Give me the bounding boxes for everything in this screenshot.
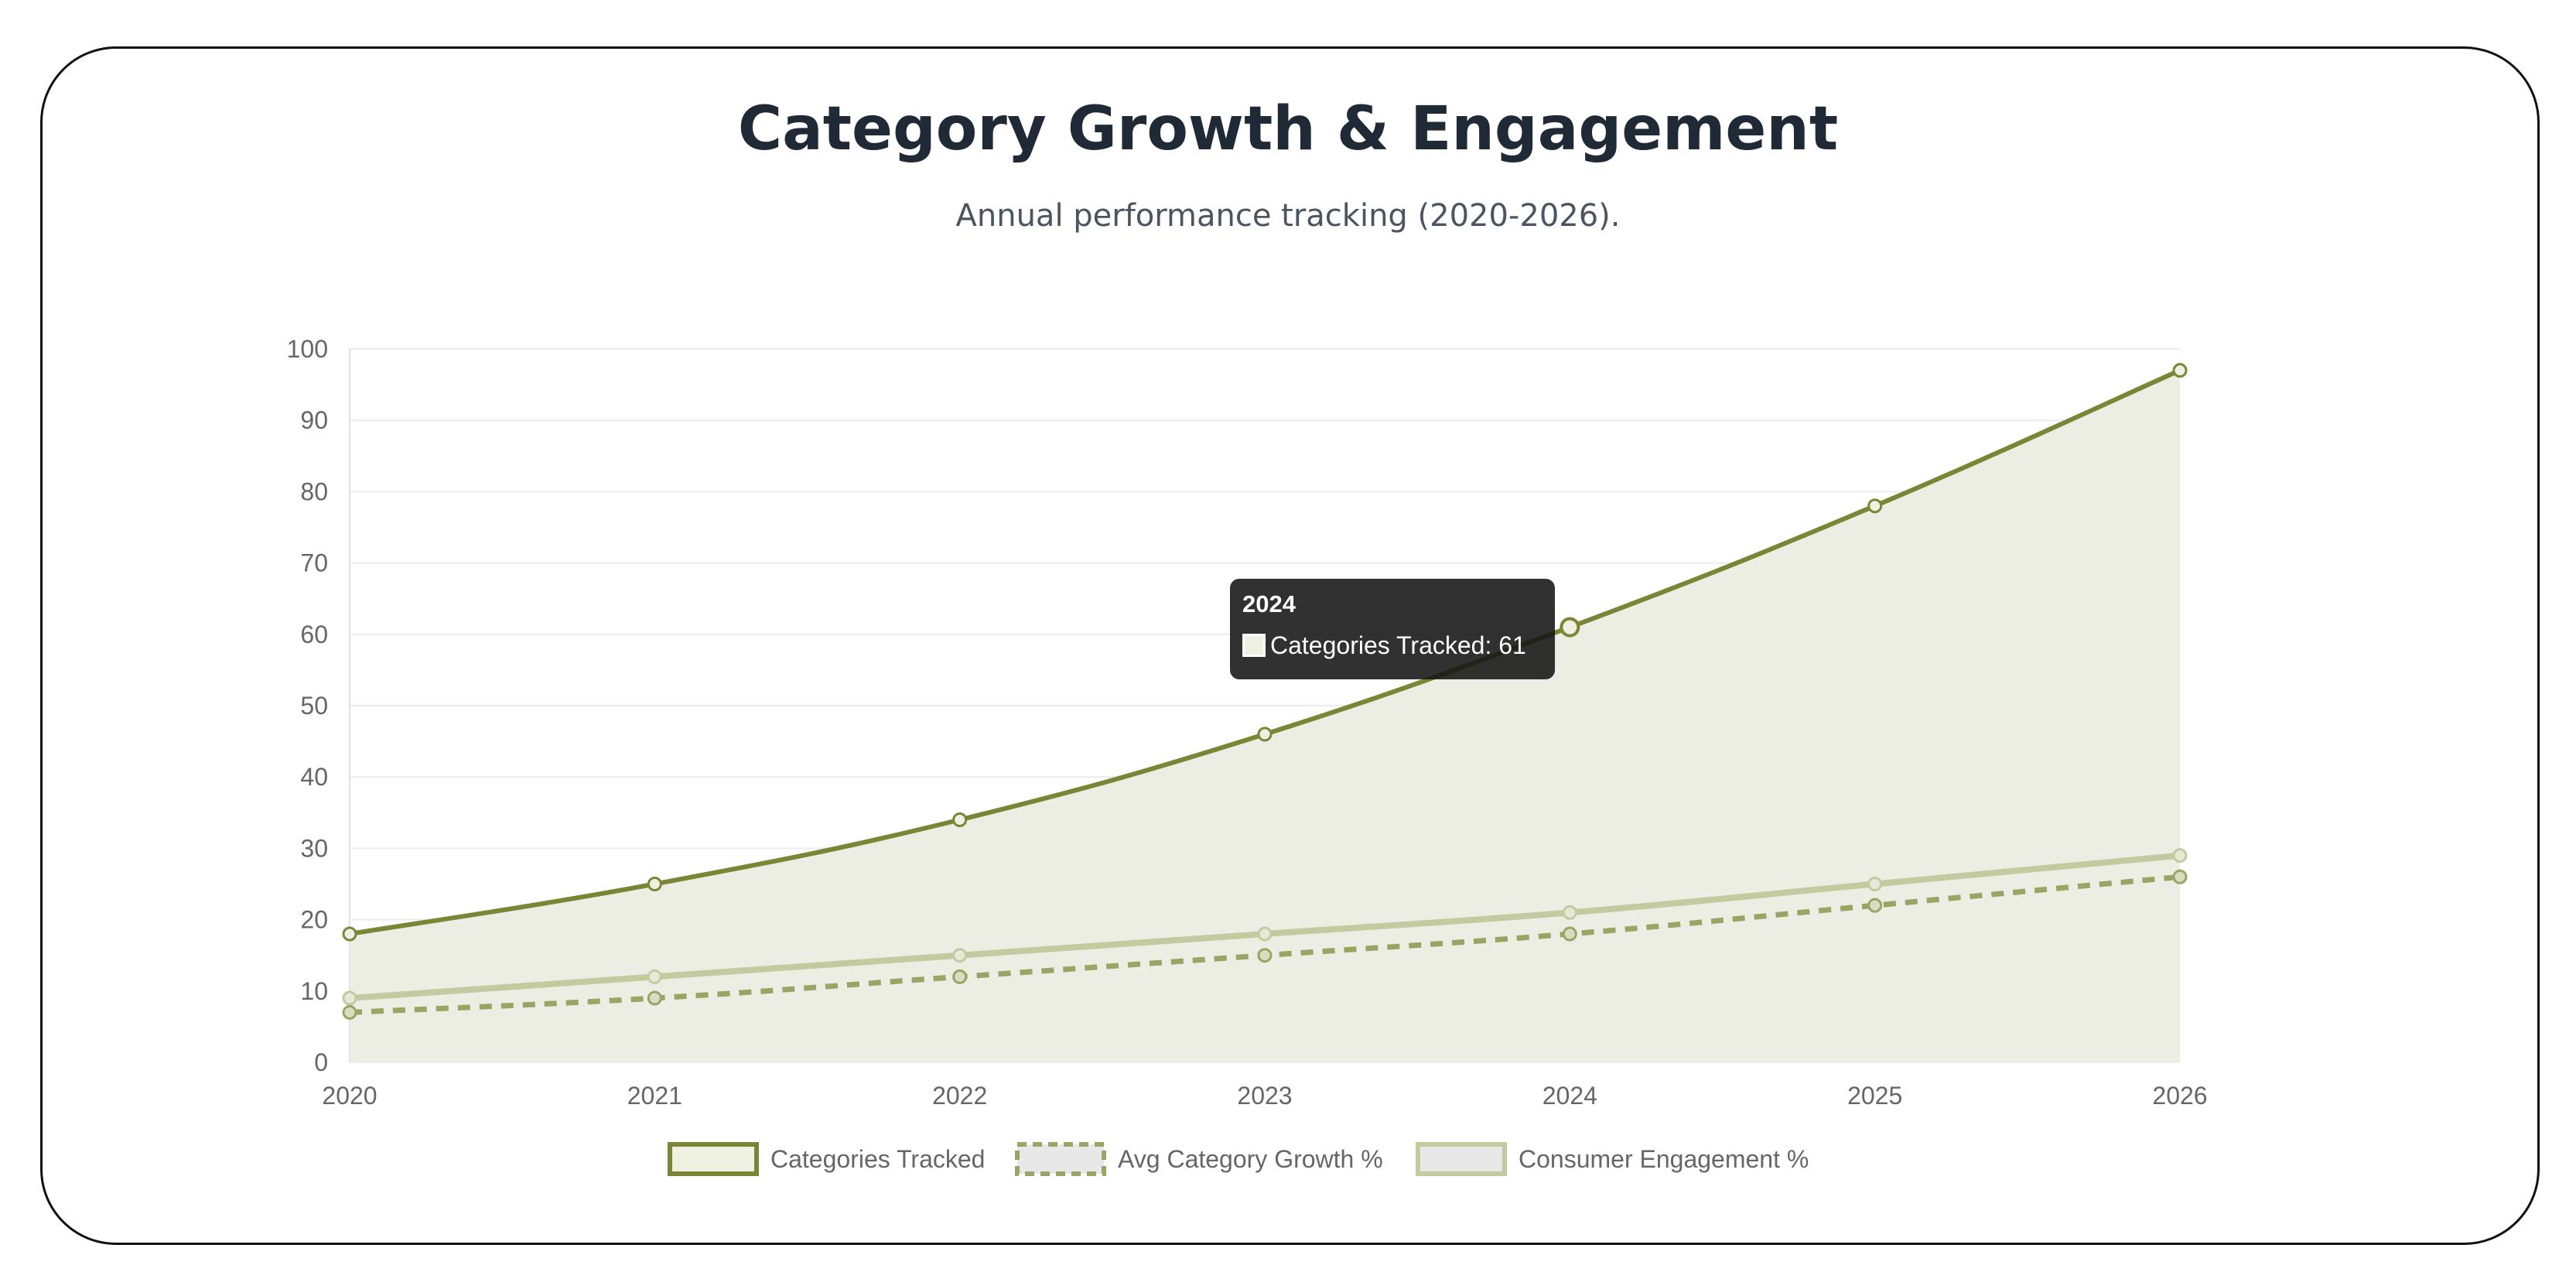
data-point[interactable]	[1867, 498, 1883, 514]
data-tooltip: 2024 Categories Tracked: 61	[1230, 579, 1555, 679]
data-point[interactable]	[1257, 926, 1273, 942]
x-tick-label: 2024	[1543, 1082, 1597, 1110]
data-point[interactable]	[1257, 948, 1273, 963]
area-fill	[350, 370, 2180, 1062]
series-area-categories-tracked	[350, 370, 2180, 1062]
legend-item[interactable]: Avg Category Growth %	[1015, 1142, 1383, 1176]
x-tick-label: 2021	[627, 1082, 682, 1110]
data-point[interactable]	[952, 948, 968, 963]
x-tick-label: 2026	[2152, 1082, 2207, 1110]
chart-title: Category Growth & Engagement	[737, 94, 1839, 164]
y-tick-label: 90	[300, 406, 328, 434]
legend-item[interactable]: Categories Tracked	[668, 1142, 985, 1176]
legend-item[interactable]: Consumer Engagement %	[1416, 1142, 1809, 1176]
legend-label: Consumer Engagement %	[1519, 1145, 1809, 1173]
legend-swatch	[668, 1142, 759, 1176]
legend-swatch	[1015, 1142, 1106, 1176]
legend-label: Categories Tracked	[770, 1145, 985, 1173]
chart-subtitle: Annual performance tracking (2020-2026).	[955, 198, 1621, 234]
data-point[interactable]	[1562, 905, 1577, 920]
tooltip-swatch	[1242, 634, 1266, 657]
data-point[interactable]	[342, 1004, 357, 1020]
data-point[interactable]	[342, 990, 357, 1006]
tooltip-label: Categories Tracked: 61	[1270, 631, 1526, 659]
x-tick-label: 2020	[322, 1082, 377, 1110]
x-tick-label: 2025	[1847, 1082, 1902, 1110]
hovered-data-point[interactable]	[1560, 617, 1580, 638]
legend-label: Avg Category Growth %	[1118, 1145, 1383, 1173]
series-lines[interactable]	[342, 363, 2188, 1020]
data-point[interactable]	[952, 812, 968, 828]
y-tick-label: 50	[300, 692, 328, 720]
y-tick-label: 60	[300, 621, 328, 648]
y-tick-label: 0	[314, 1048, 328, 1076]
data-point[interactable]	[2172, 869, 2188, 884]
data-point[interactable]	[1257, 727, 1273, 742]
y-tick-label: 100	[287, 335, 328, 363]
data-point[interactable]	[647, 990, 662, 1006]
tooltip-row: Categories Tracked: 61	[1242, 630, 1543, 661]
y-tick-label: 20	[300, 906, 328, 934]
data-point[interactable]	[647, 877, 662, 891]
data-point[interactable]	[2172, 848, 2188, 863]
y-tick-label: 40	[300, 763, 328, 791]
tooltip-title: 2024	[1242, 590, 1296, 617]
y-tick-label: 30	[300, 834, 328, 862]
y-tick-label: 80	[300, 477, 328, 505]
data-point[interactable]	[952, 969, 968, 984]
data-point[interactable]	[1867, 877, 1883, 891]
x-axis-ticks: 2020 2021 2022 2023 2024 2025 2026	[322, 1082, 2207, 1110]
data-point[interactable]	[1562, 926, 1577, 942]
data-point[interactable]	[647, 969, 662, 984]
data-point[interactable]	[1867, 898, 1883, 913]
data-point[interactable]	[2172, 363, 2188, 378]
data-point[interactable]	[342, 926, 357, 942]
legend[interactable]: Categories Tracked Avg Category Growth % C…	[668, 1142, 1809, 1176]
legend-swatch	[1416, 1142, 1507, 1176]
x-tick-label: 2023	[1237, 1082, 1292, 1110]
y-tick-label: 70	[300, 549, 328, 577]
y-axis-ticks: 0 10 20 30 40 50 60 70 80 90 100	[287, 335, 328, 1076]
y-tick-label: 10	[300, 977, 328, 1005]
x-tick-label: 2022	[932, 1082, 987, 1110]
